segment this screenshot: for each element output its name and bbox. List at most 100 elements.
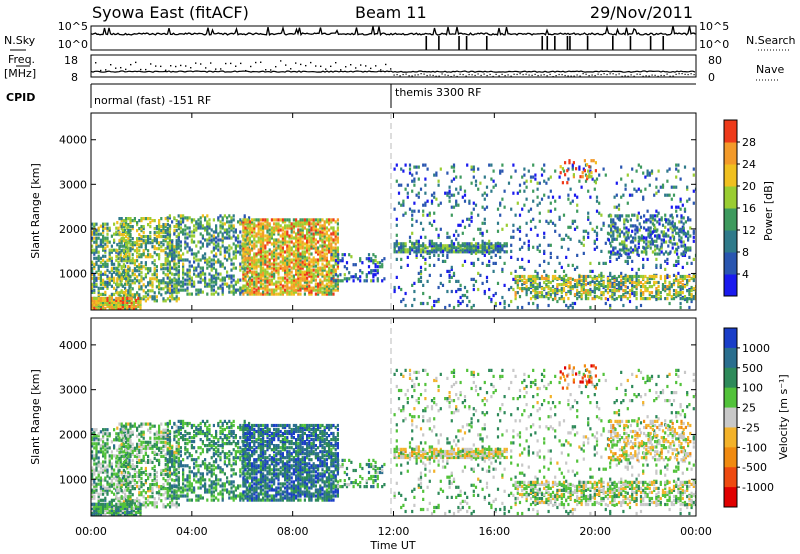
power-cell	[400, 183, 403, 187]
power-cell	[128, 306, 131, 310]
power-cell	[284, 288, 287, 292]
nave-point	[666, 73, 668, 75]
power-cell	[215, 280, 218, 284]
power-cell	[242, 264, 245, 268]
power-cell	[527, 245, 530, 249]
power-cell	[600, 227, 603, 231]
power-cell	[589, 283, 592, 287]
power-cell	[404, 187, 407, 191]
power-cell	[463, 259, 467, 263]
power-cell	[636, 214, 639, 218]
power-cell	[314, 284, 317, 288]
power-cell	[221, 234, 224, 238]
power-cell	[221, 236, 224, 240]
power-cell	[622, 295, 625, 299]
power-cell	[279, 234, 282, 238]
power-cell	[297, 228, 300, 232]
power-cell	[127, 267, 130, 271]
power-cell	[323, 232, 326, 236]
power-cell	[628, 280, 632, 285]
power-cell	[314, 242, 317, 246]
power-cell	[295, 270, 298, 274]
power-cell	[106, 264, 109, 268]
power-cell	[306, 276, 309, 280]
power-cell	[413, 281, 416, 285]
power-cell	[620, 278, 623, 283]
power-cell	[116, 277, 119, 281]
power-cell	[323, 264, 326, 268]
power-cell	[446, 246, 449, 250]
power-cell	[166, 223, 169, 227]
station-title: Syowa East (fitACF)	[92, 3, 249, 22]
power-cell	[527, 259, 530, 263]
power-cell	[93, 290, 96, 294]
power-cell	[290, 286, 293, 290]
power-cell	[120, 219, 123, 223]
power-cell	[295, 220, 298, 224]
power-cell	[99, 282, 102, 286]
nave-point	[330, 65, 332, 68]
power-cell	[578, 278, 581, 283]
power-cell	[308, 272, 311, 276]
power-cell	[419, 187, 423, 191]
power-cell	[439, 273, 442, 277]
power-cell	[598, 295, 601, 300]
power-cell	[188, 248, 191, 252]
power-cell	[310, 270, 313, 274]
power-cell	[195, 222, 198, 226]
power-cell	[433, 299, 436, 304]
power-cell	[669, 236, 672, 240]
power-cell	[257, 258, 260, 262]
power-cell	[422, 283, 425, 287]
power-cell	[569, 285, 572, 289]
power-cell	[361, 261, 364, 265]
power-cell	[288, 264, 291, 268]
power-cell	[277, 280, 280, 284]
power-cell	[337, 279, 340, 283]
power-cell	[435, 299, 438, 304]
power-cell	[122, 249, 125, 253]
power-scatter	[91, 159, 696, 310]
power-cell	[266, 276, 269, 280]
power-cell	[549, 243, 552, 247]
power-cell	[589, 287, 592, 292]
power-cell	[424, 250, 427, 254]
power-cell	[688, 297, 691, 301]
power-cell	[312, 220, 315, 224]
power-cell	[623, 232, 626, 236]
power-cell	[190, 240, 193, 244]
power-cell	[201, 234, 204, 238]
nave-point	[465, 75, 467, 77]
power-cell	[635, 276, 638, 281]
power-cell	[108, 302, 111, 306]
power-cell	[692, 235, 695, 239]
power-cell	[437, 299, 440, 304]
power-cell	[677, 245, 680, 249]
power-cell	[573, 285, 577, 289]
power-cell	[230, 224, 233, 228]
power-cell	[162, 223, 165, 227]
power-cell	[166, 276, 169, 280]
power-cell	[131, 279, 134, 283]
power-cell	[312, 288, 315, 292]
power-cell	[121, 276, 124, 280]
power-cell	[212, 274, 215, 278]
power-cell	[279, 260, 282, 264]
power-cell	[284, 236, 287, 240]
power-cell	[288, 220, 291, 224]
power-cell	[461, 263, 464, 267]
power-cell	[210, 234, 213, 238]
power-cell	[201, 290, 204, 294]
power-cell	[259, 250, 262, 254]
power-cell	[133, 217, 136, 221]
power-cell	[295, 264, 298, 268]
power-cell	[246, 292, 249, 296]
power-cell	[595, 177, 599, 181]
power-cell	[551, 276, 555, 281]
power-cell	[131, 219, 134, 223]
power-cell	[110, 274, 113, 278]
power-cell	[623, 222, 626, 226]
power-cell	[565, 273, 568, 277]
power-cell	[171, 256, 174, 260]
power-cell	[499, 201, 502, 205]
